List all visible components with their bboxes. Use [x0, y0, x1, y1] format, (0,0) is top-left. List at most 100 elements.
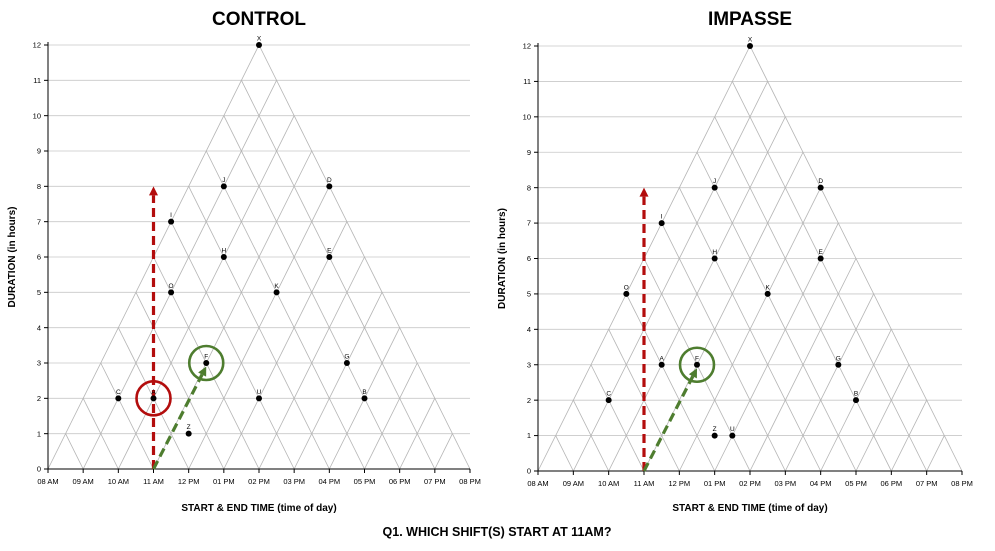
- point-label: U: [730, 426, 735, 433]
- panel-title: IMPASSE: [708, 9, 792, 30]
- point-label: F: [204, 354, 208, 361]
- x-tick-label: 03 PM: [774, 479, 796, 488]
- end-line: [731, 81, 928, 472]
- y-tick-label: 7: [527, 219, 531, 228]
- y-tick-label: 5: [527, 290, 531, 299]
- point-x: [256, 42, 262, 48]
- point-label: H: [221, 248, 226, 255]
- green-highlight-circle: [678, 346, 716, 384]
- panel-title: CONTROL: [212, 9, 306, 30]
- end-line: [572, 399, 610, 472]
- x-tick-label: 09 AM: [73, 477, 94, 486]
- point-label: J: [222, 177, 225, 184]
- point-label: C: [116, 389, 121, 396]
- end-line: [555, 435, 574, 472]
- point-z: [185, 430, 192, 437]
- point-u: [729, 432, 736, 439]
- end-line: [678, 187, 822, 472]
- point-o: [623, 290, 630, 297]
- end-line: [82, 398, 119, 470]
- x-tick-label: 05 PM: [354, 477, 376, 486]
- point-j: [220, 183, 227, 190]
- x-tick-label: 05 PM: [845, 479, 867, 488]
- end-line: [170, 221, 295, 470]
- y-tick-label: 8: [527, 183, 531, 192]
- x-tick-label: 02 PM: [248, 477, 270, 486]
- point-g: [835, 361, 842, 368]
- point-label: X: [748, 37, 753, 44]
- y-tick-label: 11: [33, 76, 41, 85]
- end-line: [188, 186, 330, 470]
- point-u: [256, 395, 262, 402]
- end-line: [696, 152, 857, 472]
- green-arrow-head: [198, 366, 207, 377]
- point-label: G: [836, 355, 841, 362]
- end-line: [100, 362, 154, 470]
- x-axis-label: START & END TIME (time of day): [672, 503, 827, 514]
- x-tick-label: 04 PM: [810, 479, 832, 488]
- start-line: [643, 152, 804, 472]
- y-tick-label: 5: [37, 288, 41, 297]
- end-line: [65, 433, 84, 470]
- point-k: [764, 290, 771, 297]
- y-tick-label: 9: [37, 147, 41, 156]
- point-e: [817, 255, 824, 262]
- point-b: [361, 395, 368, 402]
- y-tick-label: 10: [523, 112, 531, 121]
- y-tick-label: 9: [527, 148, 531, 157]
- point-label: O: [624, 284, 629, 291]
- start-line: [572, 81, 769, 472]
- point-label: Z: [187, 424, 191, 431]
- point-label: D: [818, 178, 823, 185]
- start-line: [364, 362, 418, 470]
- y-tick-label: 2: [527, 396, 531, 405]
- y-tick-label: 4: [37, 323, 41, 332]
- point-i: [168, 218, 175, 225]
- point-b: [853, 397, 859, 404]
- point-label: C: [606, 391, 611, 398]
- start-line: [784, 293, 875, 472]
- point-label: H: [712, 249, 717, 256]
- point-label: B: [362, 389, 366, 396]
- x-tick-label: 10 AM: [598, 479, 619, 488]
- point-label: A: [659, 355, 664, 362]
- point-g: [343, 360, 350, 366]
- point-c: [115, 395, 122, 402]
- x-tick-label: 08 AM: [37, 477, 58, 486]
- point-f: [694, 361, 700, 368]
- point-z: [711, 432, 718, 439]
- x-tick-label: 02 PM: [739, 479, 761, 488]
- point-k: [273, 289, 280, 296]
- start-line: [82, 80, 277, 470]
- red-arrow-head: [149, 186, 158, 196]
- green-arrow-shaft: [152, 373, 204, 470]
- y-tick-label: 7: [37, 217, 41, 226]
- x-tick-label: 12 PM: [178, 477, 200, 486]
- point-o: [168, 289, 175, 296]
- x-axis-label: START & END TIME (time of day): [181, 503, 336, 514]
- point-i: [658, 220, 665, 227]
- point-x: [747, 43, 753, 49]
- end-line: [223, 115, 401, 470]
- y-axis-label: DURATION (in hours): [7, 207, 18, 308]
- start-line: [293, 292, 383, 470]
- point-h: [220, 254, 227, 260]
- x-tick-label: 03 PM: [283, 477, 305, 486]
- x-tick-label: 01 PM: [704, 479, 726, 488]
- green-arrow-head: [688, 368, 697, 379]
- point-j: [711, 184, 718, 191]
- red-arrow-head: [639, 187, 649, 197]
- x-tick-label: 08 PM: [459, 477, 481, 486]
- x-tick-label: 10 AM: [108, 477, 129, 486]
- x-tick-label: 07 PM: [916, 479, 938, 488]
- start-line: [434, 433, 453, 470]
- question-text: Q1. WHICH SHIFT(S) START AT 11AM?: [383, 525, 612, 539]
- y-tick-label: 0: [37, 465, 41, 474]
- y-tick-label: 6: [37, 253, 41, 262]
- y-tick-label: 2: [37, 394, 41, 403]
- point-label: I: [170, 212, 172, 219]
- y-tick-label: 3: [37, 359, 41, 368]
- start-line: [223, 221, 348, 470]
